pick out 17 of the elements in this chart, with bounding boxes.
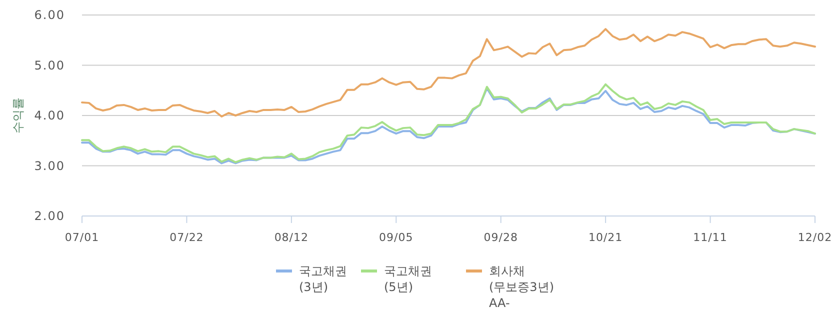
legend-label: 국고채권 (3년) bbox=[299, 264, 347, 294]
y-tick-label: 2.00 bbox=[34, 209, 65, 223]
y-tick-label: 6.00 bbox=[34, 8, 65, 22]
y-axis-title: 수익률 bbox=[11, 98, 25, 134]
x-tick-label: 08/12 bbox=[274, 231, 309, 244]
y-tick-label: 4.00 bbox=[34, 108, 65, 122]
x-tick-label: 09/28 bbox=[484, 231, 518, 244]
legend-label: 회사채 (무보증3년) AA- bbox=[489, 264, 554, 310]
legend-label: 국고채권 (5년) bbox=[384, 264, 432, 294]
x-tick-label: 07/01 bbox=[64, 231, 100, 244]
y-tick-label: 5.00 bbox=[34, 58, 65, 72]
x-tick-label: 10/21 bbox=[588, 231, 623, 244]
x-tick-label: 12/02 bbox=[798, 231, 832, 244]
y-tick-label: 3.00 bbox=[34, 158, 65, 173]
x-tick-label: 09/05 bbox=[379, 231, 414, 244]
x-tick-label: 11/11 bbox=[693, 231, 728, 244]
x-tick-label: 07/22 bbox=[170, 231, 204, 244]
